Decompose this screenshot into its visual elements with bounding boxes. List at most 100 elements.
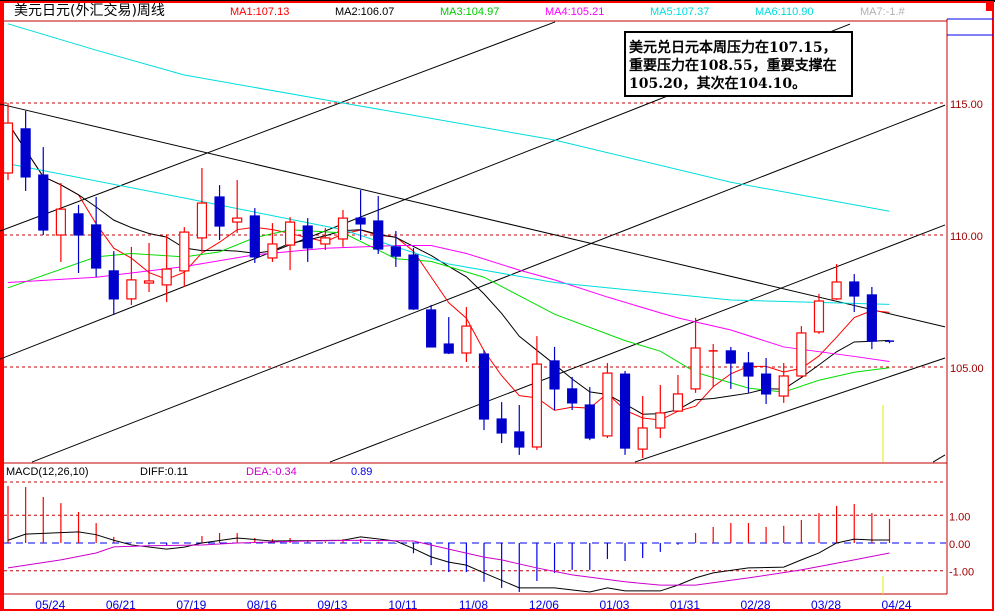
candle-body — [179, 231, 190, 272]
candle — [619, 370, 631, 455]
candle — [690, 317, 701, 393]
candle-body — [584, 404, 595, 439]
candle-body — [866, 294, 877, 342]
date-tick-label: 12/06 — [529, 598, 559, 612]
candle-body — [143, 280, 155, 284]
macd-title: MACD(12,26,10) — [6, 466, 89, 478]
candle — [20, 110, 31, 191]
corner-marker[interactable] — [986, 3, 994, 11]
candle-body — [813, 300, 825, 333]
candle — [2, 103, 14, 181]
date-tick-label: 08/16 — [247, 598, 277, 612]
candle-body — [196, 202, 208, 239]
price-gridlines: 115.00 110.00 105.00 — [4, 99, 984, 375]
candlesticks — [2, 103, 894, 459]
moving-average-lines — [7, 23, 890, 421]
candle-body — [831, 281, 842, 300]
candle-body — [91, 224, 102, 269]
candle-body — [267, 243, 278, 259]
candle — [408, 247, 419, 310]
macd-tick-label: -1.00 — [949, 567, 974, 579]
ma-legend-4: MA4:105.21 — [545, 6, 604, 18]
date-tick-label: 10/11 — [388, 598, 417, 612]
candle — [743, 351, 754, 393]
candle — [196, 167, 208, 252]
ma-line-ma3 — [7, 229, 890, 393]
date-tick-label: 11/08 — [459, 598, 488, 612]
ma-legend-2: MA2:106.07 — [335, 6, 394, 18]
candle — [496, 402, 507, 444]
candle — [337, 209, 349, 247]
candle-body — [161, 268, 172, 286]
annotation-line: 美元兑日元本周压力在107.15， — [629, 39, 837, 56]
candle — [796, 326, 807, 378]
candle — [672, 374, 684, 412]
candle — [708, 344, 718, 388]
ma-line-ma2 — [7, 122, 890, 415]
candle — [725, 346, 736, 389]
candle-body — [778, 375, 789, 397]
ma-line-ma5 — [7, 163, 890, 305]
candle — [655, 384, 666, 439]
candle — [55, 182, 66, 262]
candle — [885, 340, 894, 344]
date-tick-label: 04/24 — [882, 598, 912, 612]
candle-body — [232, 217, 243, 223]
candle-body — [672, 393, 684, 412]
candle — [390, 231, 401, 267]
date-axis: 05/24 06/21 07/19 08/16 09/13 10/11 11/08 12/06… — [35, 598, 912, 612]
candle — [831, 264, 842, 300]
candle-body — [637, 427, 648, 450]
ma-legend: MA1:107.13 MA2:106.07 MA3:104.97 MA4:105.21… — [230, 6, 906, 18]
date-tick-label: 01/31 — [670, 598, 700, 612]
ma-line-ma1 — [7, 122, 890, 421]
candle-body — [214, 196, 225, 227]
ma-legend-6: MA6:110.90 — [755, 6, 814, 18]
candle-body — [690, 347, 701, 390]
candle-body — [55, 208, 66, 236]
candle-body — [567, 388, 578, 404]
candle-body — [760, 373, 772, 395]
candle — [866, 287, 877, 350]
candle — [849, 274, 860, 313]
macd-tick-label: 0.00 — [949, 539, 970, 551]
candle — [778, 363, 789, 403]
ma-line-ma4 — [7, 245, 890, 362]
candle — [461, 307, 472, 362]
price-tick-label: 110.00 — [950, 231, 983, 243]
ma-legend-3: MA3:104.97 — [440, 6, 499, 18]
candle — [355, 190, 366, 241]
candle — [426, 304, 437, 348]
candle-body — [443, 343, 454, 354]
ma-legend-5: MA5:107.37 — [650, 6, 709, 18]
candle — [478, 350, 490, 431]
price-tick-label: 115.00 — [950, 99, 983, 111]
trend-line — [329, 224, 946, 463]
candle-body — [2, 122, 14, 174]
candle-body — [655, 412, 666, 429]
price-tick-label: 105.00 — [950, 363, 984, 375]
macd-diff-value: DIFF:0.11 — [140, 466, 188, 478]
candle-body — [796, 332, 807, 377]
candle — [161, 235, 172, 303]
chart-title: 美元日元(外汇交易)周线 — [14, 2, 165, 19]
date-tick-label: 01/03 — [599, 598, 629, 612]
candle-body — [743, 362, 754, 377]
annotation-line: 105.20，其次在104.10。 — [629, 75, 806, 92]
annotation-line: 重要压力在108.55，重要支撑在 — [629, 57, 837, 74]
candle-body — [284, 221, 296, 246]
candle — [514, 405, 525, 455]
candle — [91, 196, 102, 277]
candle-body — [126, 279, 137, 300]
candle-body — [320, 237, 331, 245]
candle-body — [20, 128, 31, 178]
candle-body — [549, 360, 560, 390]
date-tick-label: 05/24 — [35, 598, 65, 612]
candle — [637, 396, 648, 459]
annotation-box: 美元兑日元本周压力在107.15， 重要压力在108.55，重要支撑在 105.… — [624, 31, 853, 97]
candle-body — [619, 373, 631, 449]
candle-body — [426, 309, 437, 348]
candle — [813, 293, 825, 334]
candle — [249, 208, 260, 263]
trend-line — [0, 21, 556, 232]
